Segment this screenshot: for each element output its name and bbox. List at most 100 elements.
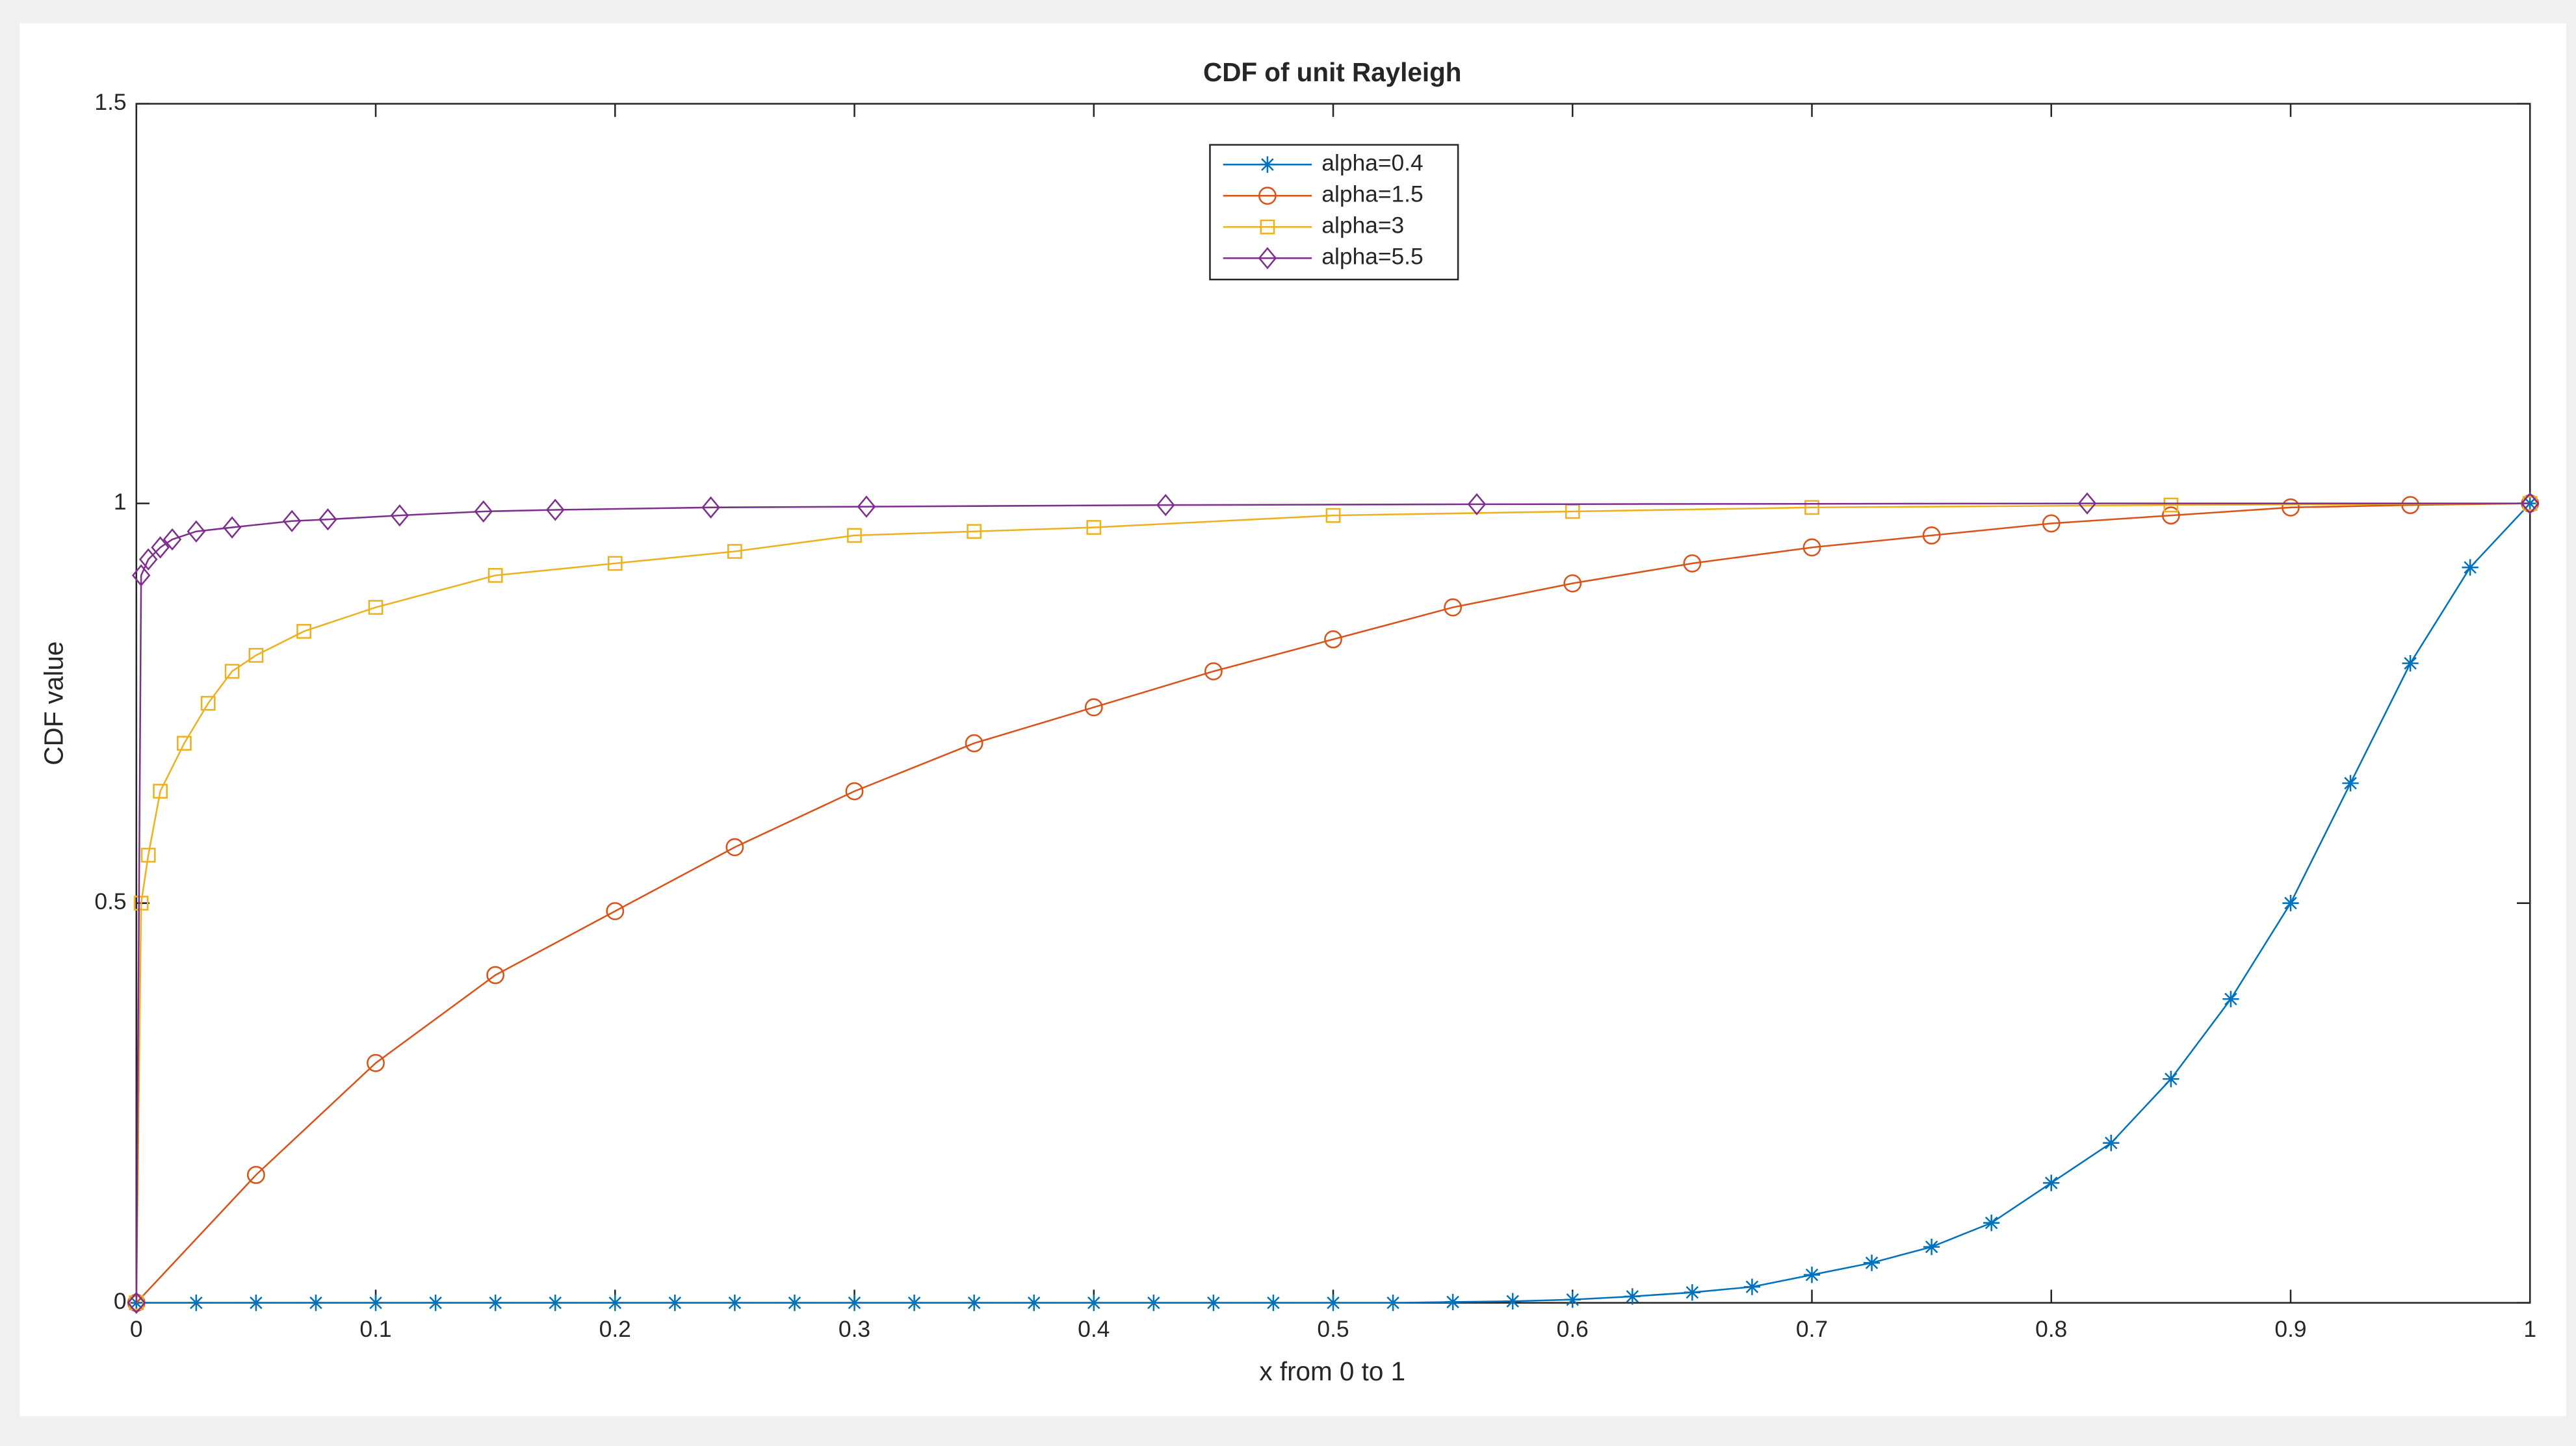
data-point xyxy=(131,564,151,587)
data-point xyxy=(1467,493,1487,516)
legend-label: alpha=3 xyxy=(1321,213,1404,239)
data-point xyxy=(296,624,311,639)
legend-marker xyxy=(1260,219,1275,235)
data-point xyxy=(367,1053,385,1072)
data-point xyxy=(390,504,410,527)
data-point xyxy=(786,1295,803,1311)
x-tick-label: 0.6 xyxy=(1557,1317,1589,1342)
series-line xyxy=(135,502,2530,1304)
data-point xyxy=(965,734,983,753)
legend-box xyxy=(1209,144,1459,281)
data-point xyxy=(2282,498,2300,517)
data-point xyxy=(1803,1266,1821,1284)
data-point xyxy=(248,1295,265,1311)
data-point xyxy=(1923,1238,1940,1256)
x-tick-label: 1 xyxy=(2523,1317,2536,1342)
x-axis-label: x from 0 to 1 xyxy=(1259,1356,1405,1386)
data-point xyxy=(607,556,623,571)
y-tick-label: 1.5 xyxy=(94,90,126,115)
data-point xyxy=(2402,655,2419,672)
data-point xyxy=(151,536,170,559)
data-point xyxy=(1325,508,1341,523)
data-point xyxy=(200,695,216,711)
data-point xyxy=(224,664,240,679)
data-point xyxy=(2077,492,2097,515)
legend-label: alpha=5.5 xyxy=(1321,244,1423,270)
data-point xyxy=(1204,662,1223,680)
data-point xyxy=(1863,1254,1880,1271)
data-point xyxy=(547,1295,564,1311)
y-tick-label: 1 xyxy=(114,489,127,515)
data-point xyxy=(368,600,384,615)
data-point xyxy=(847,528,862,543)
data-point xyxy=(1084,698,1103,717)
data-point xyxy=(248,647,264,663)
data-point xyxy=(1086,520,1102,535)
data-point xyxy=(2103,1135,2120,1152)
data-point xyxy=(133,896,149,911)
data-point xyxy=(1743,1278,1761,1295)
y-tick-label: 0.5 xyxy=(94,889,126,914)
chart-title: CDF of unit Rayleigh xyxy=(1203,57,1461,87)
data-point xyxy=(1802,538,1821,557)
data-point xyxy=(1624,1288,1641,1305)
data-point xyxy=(1385,1295,1401,1311)
data-point xyxy=(187,520,206,543)
data-point xyxy=(488,567,503,583)
data-point xyxy=(2401,496,2420,515)
data-point xyxy=(138,548,158,571)
data-point xyxy=(545,498,565,521)
x-tick-label: 0.4 xyxy=(1078,1317,1110,1342)
data-point xyxy=(140,847,156,863)
data-point xyxy=(2342,775,2359,792)
data-point xyxy=(188,1295,205,1311)
data-point xyxy=(2163,1070,2179,1087)
x-tick-label: 0.8 xyxy=(2035,1317,2067,1342)
data-point xyxy=(2042,514,2061,533)
data-point xyxy=(307,1295,324,1311)
series-line xyxy=(135,502,2530,1303)
data-point xyxy=(127,1291,146,1314)
data-point xyxy=(1504,1293,1521,1310)
legend-marker xyxy=(1258,187,1277,205)
legend-marker xyxy=(1259,156,1276,173)
data-point xyxy=(1564,1291,1581,1308)
data-point xyxy=(1683,554,1702,573)
data-point xyxy=(2163,497,2179,513)
data-point xyxy=(857,495,876,518)
data-point xyxy=(846,1295,863,1311)
legend-label: alpha=1.5 xyxy=(1321,182,1423,207)
data-point xyxy=(606,902,625,920)
data-point xyxy=(1922,526,1941,545)
data-point xyxy=(967,524,982,539)
x-tick-label: 0.1 xyxy=(359,1317,391,1342)
data-point xyxy=(965,1295,983,1311)
data-point xyxy=(1684,1284,1701,1301)
data-point xyxy=(2043,1174,2060,1191)
data-point xyxy=(177,736,192,751)
data-point xyxy=(2462,559,2478,576)
data-point xyxy=(153,784,168,799)
data-point xyxy=(319,508,337,531)
data-point xyxy=(1983,1215,2000,1232)
data-point xyxy=(1804,500,1819,515)
data-point xyxy=(727,544,742,559)
data-point xyxy=(905,1295,923,1311)
data-point xyxy=(2222,990,2239,1007)
x-tick-label: 0.9 xyxy=(2274,1317,2306,1342)
data-point xyxy=(1156,493,1175,517)
data-point xyxy=(701,496,720,519)
x-tick-label: 0.5 xyxy=(1317,1317,1349,1342)
y-tick-label: 0 xyxy=(114,1289,127,1314)
data-point xyxy=(1205,1295,1222,1311)
data-point xyxy=(474,500,493,523)
y-axis-label: CDF value xyxy=(39,641,69,766)
plot-area xyxy=(135,103,2531,1304)
x-tick-label: 0 xyxy=(130,1317,143,1342)
data-point xyxy=(725,838,744,857)
data-point xyxy=(1026,1295,1043,1311)
data-point xyxy=(367,1295,384,1311)
x-tick-label: 0.7 xyxy=(1796,1317,1828,1342)
